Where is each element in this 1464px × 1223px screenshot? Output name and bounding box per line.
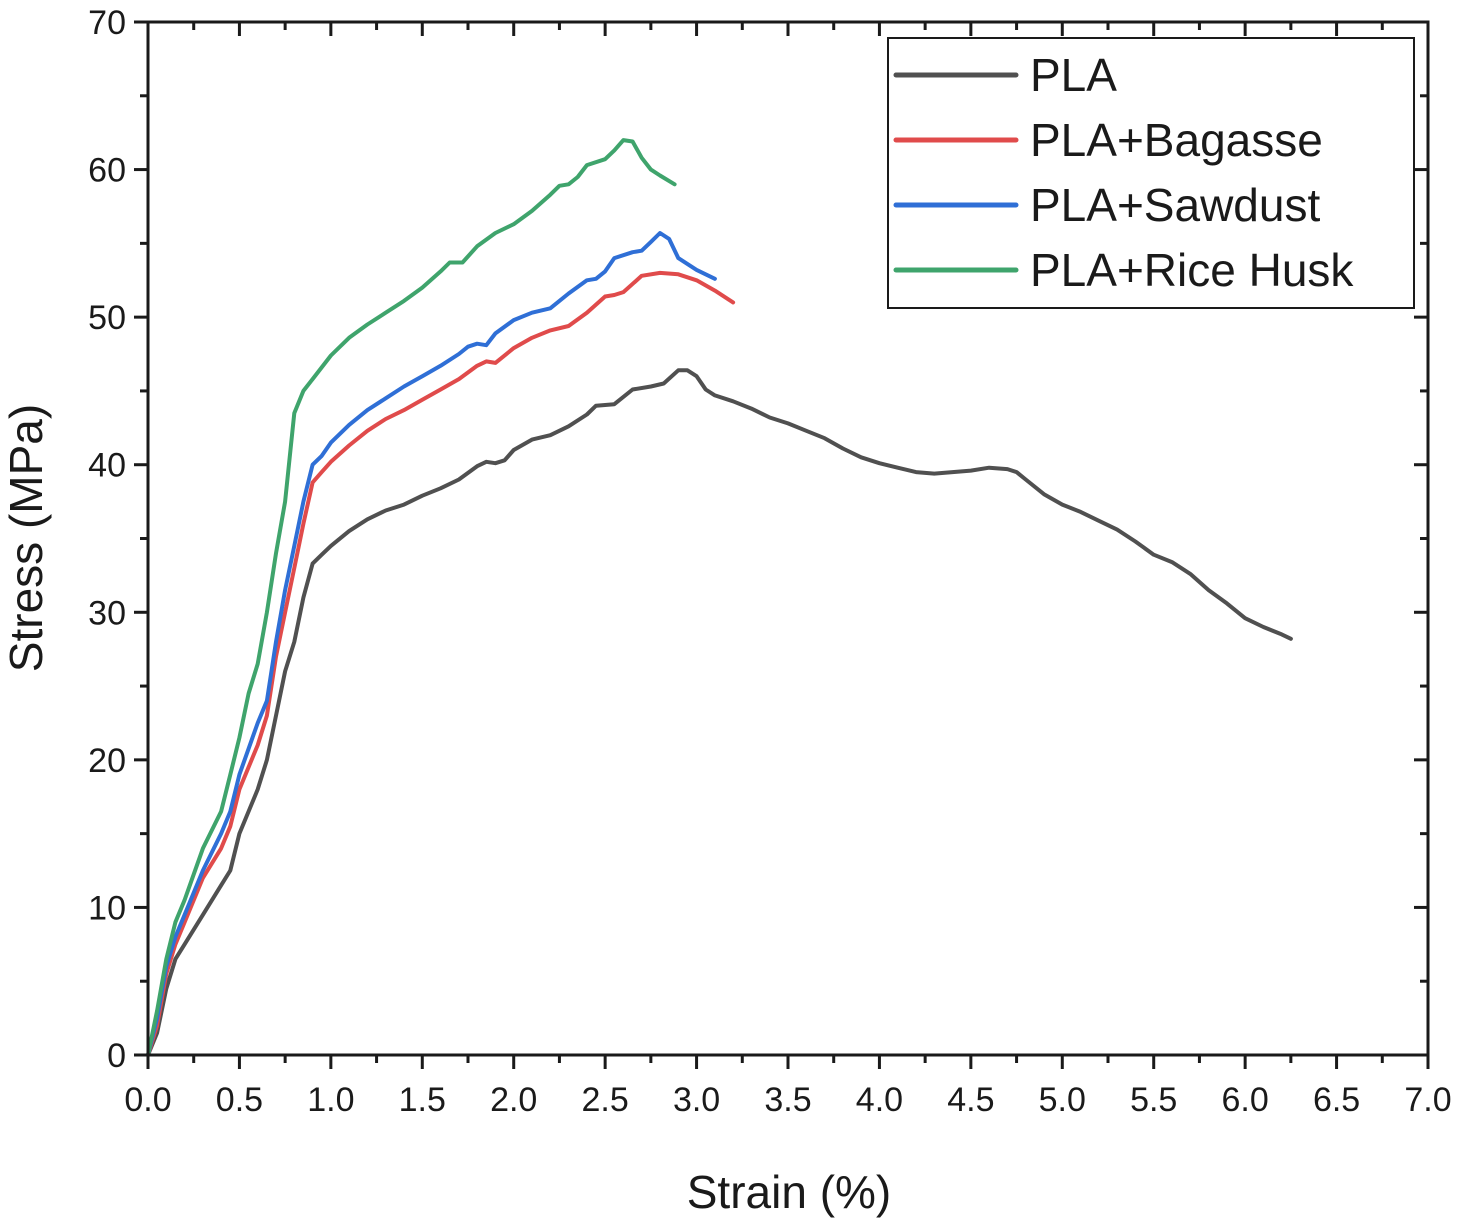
legend: PLA PLA+Bagasse PLA+Sawdust PLA+Rice Husk	[887, 37, 1415, 309]
y-tick-label: 20	[88, 742, 126, 780]
x-tick-label: 2.5	[582, 1081, 629, 1119]
x-tick-label: 1.5	[399, 1081, 446, 1119]
y-tick-label: 60	[88, 152, 126, 190]
legend-label: PLA+Sawdust	[1030, 179, 1320, 231]
x-tick-label: 2.0	[490, 1081, 537, 1119]
series-line-pla-sawdust	[146, 231, 717, 1057]
x-tick-label: 6.5	[1313, 1081, 1360, 1119]
legend-label: PLA+Rice Husk	[1030, 244, 1354, 296]
x-tick-label: 5.0	[1039, 1081, 1086, 1119]
x-tick-label: 6.0	[1222, 1081, 1269, 1119]
x-tick-label: 1.0	[307, 1081, 354, 1119]
legend-label: PLA	[1030, 49, 1117, 101]
legend-box	[887, 37, 1415, 309]
y-tick-label: 0	[107, 1037, 126, 1075]
x-tick-label: 3.0	[673, 1081, 720, 1119]
y-tick-label: 40	[88, 447, 126, 485]
x-tick-label: 0.0	[124, 1081, 171, 1119]
y-axis-title: Stress (MPa)	[0, 404, 52, 672]
x-tick-label: 3.5	[764, 1081, 811, 1119]
y-tick-label: 10	[88, 889, 126, 927]
x-tick-label: 5.5	[1130, 1081, 1177, 1119]
y-tick-label: 50	[88, 299, 126, 337]
legend-label: PLA+Bagasse	[1030, 114, 1323, 166]
x-tick-label: 4.5	[947, 1081, 994, 1119]
x-axis-title: Strain (%)	[687, 1166, 891, 1218]
y-tick-label: 70	[88, 4, 126, 42]
ticks-layer: 0.0 0.5 1.0 1.5 2.0 2.5 3.0 3.5 4.0 4.5 5.0 5.5 6.0 6…	[88, 4, 1451, 1119]
series-line-pla-bagasse	[146, 270, 736, 1057]
y-tick-label: 30	[88, 594, 126, 632]
x-tick-label: 7.0	[1404, 1081, 1451, 1119]
x-tick-label: 0.5	[216, 1081, 263, 1119]
series-layer	[146, 138, 1293, 1057]
x-tick-label: 4.0	[856, 1081, 903, 1119]
series-line-pla	[146, 368, 1293, 1057]
series-line-pla-rice-husk	[146, 138, 677, 1057]
